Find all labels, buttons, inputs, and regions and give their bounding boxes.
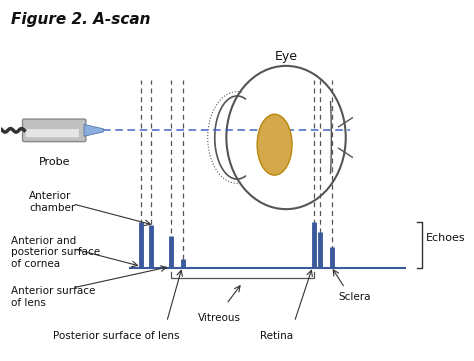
Text: Echoes: Echoes	[426, 233, 466, 243]
Text: Anterior
chamber: Anterior chamber	[29, 191, 75, 213]
Text: Sclera: Sclera	[339, 292, 371, 302]
Text: Retina: Retina	[260, 331, 293, 342]
Text: Eye: Eye	[274, 51, 298, 64]
Text: Anterior and
posterior surface
of cornea: Anterior and posterior surface of cornea	[10, 235, 100, 269]
FancyBboxPatch shape	[22, 119, 86, 142]
Text: Probe: Probe	[38, 157, 70, 167]
Text: Posterior surface of lens: Posterior surface of lens	[53, 331, 180, 342]
Ellipse shape	[257, 114, 292, 175]
Text: Vitreous: Vitreous	[198, 313, 241, 323]
Polygon shape	[84, 125, 103, 136]
Text: Figure 2. A-scan: Figure 2. A-scan	[10, 12, 150, 27]
Text: Anterior surface
of lens: Anterior surface of lens	[10, 286, 95, 308]
FancyBboxPatch shape	[26, 129, 79, 137]
